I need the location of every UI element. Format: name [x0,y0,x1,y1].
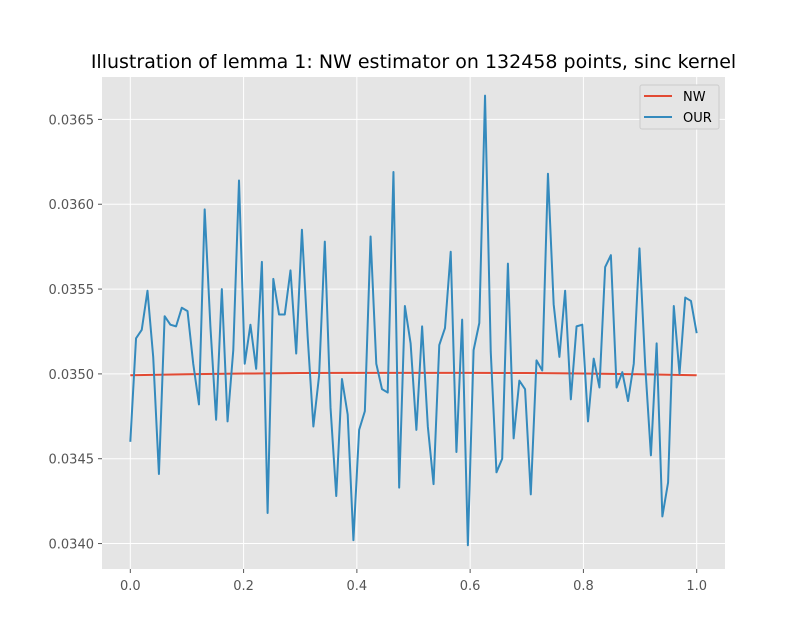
legend-label-our: OUR [683,111,712,126]
x-tick-label: 0.6 [460,579,481,594]
y-tick-label: 0.0355 [49,283,95,298]
legend-label-nw: NW [683,90,706,105]
y-tick-label: 0.0340 [49,538,95,553]
x-tick-label: 0.0 [120,579,141,594]
plot-area [102,77,725,569]
x-tick-label: 0.2 [233,579,254,594]
chart-title: Illustration of lemma 1: NW estimator on… [91,51,736,73]
x-axis: 0.0 0.2 0.4 0.6 0.8 1.0 [120,569,707,594]
legend: NW OUR [639,84,720,130]
x-tick-label: 1.0 [686,579,707,594]
y-tick-label: 0.0365 [49,113,95,128]
y-tick-label: 0.0345 [49,453,95,468]
y-tick-label: 0.0350 [49,368,95,383]
series-lines [129,94,698,547]
x-tick-label: 0.8 [573,579,594,594]
series-line-our [129,94,698,547]
y-tick-label: 0.0360 [49,198,95,213]
y-axis: 0.0340 0.0345 0.0350 0.0355 0.0360 0.0365 [49,113,102,553]
x-tick-label: 0.4 [347,579,368,594]
